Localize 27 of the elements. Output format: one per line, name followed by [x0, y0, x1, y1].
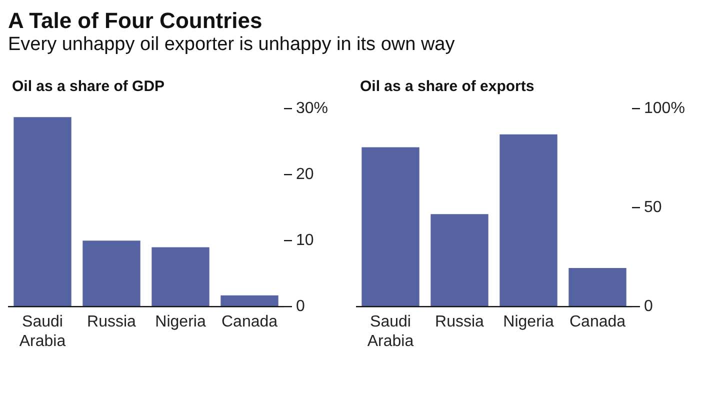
bar [14, 117, 72, 306]
y-axis-title: Oil as a share of exports [360, 78, 536, 95]
y-axis-title: Oil as a share of GDP [12, 78, 166, 95]
x-tick-label: Russia [435, 314, 484, 331]
x-tick-label: Canada [221, 314, 278, 331]
x-tick-label: Saudi Arabia [367, 314, 414, 350]
x-tick-label: Nigeria [155, 314, 206, 331]
bar [220, 295, 278, 306]
bar [568, 268, 626, 306]
bar [362, 147, 420, 306]
y-tick-label: 50 [644, 199, 662, 216]
y-tick-label: 10 [296, 232, 314, 250]
y-tick-label: 100% [644, 100, 685, 118]
x-tick-label: Nigeria [503, 314, 554, 331]
y-tick-label: 20 [296, 166, 314, 184]
bar [152, 247, 210, 306]
chart-title: A Tale of Four Countries [8, 8, 264, 34]
y-tick-label: 0 [296, 298, 305, 316]
y-tick-label: 30% [296, 100, 328, 118]
chart-subtitle: Every unhappy oil exporter is unhappy in its own way [8, 34, 456, 56]
bar [82, 240, 140, 306]
x-tick-label: Canada [569, 314, 626, 331]
bar [430, 214, 488, 306]
x-tick-label: Russia [87, 314, 136, 331]
y-tick-label: 0 [644, 298, 653, 316]
bar [500, 134, 558, 306]
x-tick-label: Saudi Arabia [19, 314, 66, 350]
